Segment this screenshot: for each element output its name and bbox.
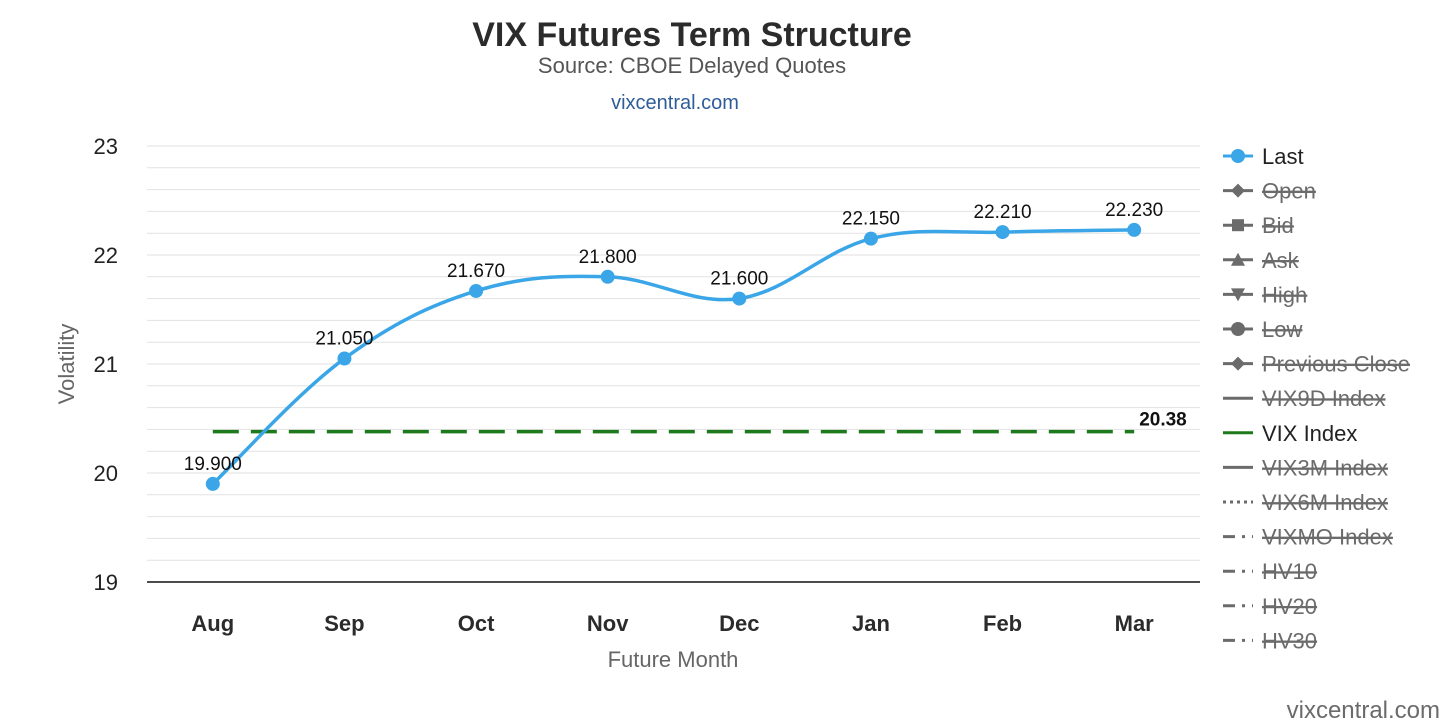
legend: Last Open Bid Ask High Low Previous Close VIX9D…: [1223, 144, 1410, 653]
x-tick-label: Nov: [587, 611, 629, 636]
last-data-label: 21.050: [315, 329, 373, 350]
vix-index-value-label: 20.38: [1139, 410, 1187, 431]
y-axis-ticks: 19 20 21 22 23: [94, 134, 118, 595]
legend-item-hv20[interactable]: HV20: [1223, 594, 1318, 619]
last-data-label: 21.670: [447, 261, 505, 282]
legend-item-vix9d-index[interactable]: VIX9D Index: [1223, 386, 1386, 411]
legend-item-previous-close[interactable]: Previous Close: [1223, 352, 1410, 377]
x-tick-label: Dec: [719, 611, 759, 636]
legend-item-hv30[interactable]: HV30: [1223, 628, 1318, 653]
legend-item-last[interactable]: Last: [1223, 144, 1304, 169]
legend-item-open[interactable]: Open: [1223, 179, 1316, 204]
legend-item-ask[interactable]: Ask: [1223, 248, 1300, 273]
y-tick-label: 22: [94, 243, 118, 268]
y-tick-label: 19: [94, 570, 118, 595]
legend-item-vixmo-index[interactable]: VIXMO Index: [1223, 525, 1393, 550]
vix-index-series: 20.38: [212, 410, 1187, 434]
legend-item-bid[interactable]: Bid: [1223, 213, 1294, 238]
legend-label: Last: [1262, 144, 1304, 169]
legend-circle-icon: [1231, 149, 1245, 163]
x-tick-label: Aug: [191, 611, 234, 636]
last-data-point[interactable]: [337, 351, 352, 366]
legend-square-icon: [1232, 219, 1244, 232]
x-tick-label: Feb: [983, 611, 1022, 636]
legend-circle-icon: [1231, 322, 1245, 336]
grid-lines: [147, 145, 1200, 561]
last-data-label: 22.210: [974, 202, 1032, 223]
credit-link[interactable]: vixcentral.com: [611, 92, 739, 114]
y-tick-label: 20: [94, 461, 118, 486]
legend-item-low[interactable]: Low: [1223, 317, 1302, 342]
last-data-point[interactable]: [600, 269, 615, 284]
x-axis-ticks: Aug Sep Oct Nov Dec Jan Feb Mar: [191, 611, 1154, 636]
y-axis-label: Volatility: [54, 324, 79, 405]
x-tick-label: Jan: [852, 611, 890, 636]
legend-triangle-icon: [1231, 252, 1245, 266]
last-data-label: 21.800: [579, 247, 637, 268]
last-data-point[interactable]: [469, 283, 484, 298]
chart-title: VIX Futures Term Structure: [472, 16, 912, 54]
legend-item-vix3m-index[interactable]: VIX3M Index: [1223, 455, 1388, 480]
y-tick-label: 21: [94, 352, 118, 377]
last-series: 19.900 21.050 21.670 21.800 21.600 22.150 22.2…: [184, 200, 1163, 491]
legend-label: VIX Index: [1262, 421, 1357, 446]
x-axis-label: Future Month: [608, 647, 739, 672]
last-data-point[interactable]: [205, 476, 220, 491]
x-tick-label: Sep: [324, 611, 364, 636]
last-data-label: 19.900: [184, 454, 242, 475]
legend-diamond-icon: [1231, 183, 1245, 198]
x-tick-label: Mar: [1115, 611, 1155, 636]
watermark: vixcentral.com: [1287, 697, 1440, 724]
chart-subtitle: Source: CBOE Delayed Quotes: [538, 53, 846, 78]
last-data-point[interactable]: [995, 225, 1010, 240]
last-data-point[interactable]: [863, 231, 878, 246]
last-data-label: 22.230: [1105, 200, 1163, 221]
legend-item-vix-index[interactable]: VIX Index: [1223, 421, 1357, 446]
legend-triangle-down-icon: [1231, 288, 1245, 302]
legend-item-hv10[interactable]: HV10: [1223, 559, 1318, 584]
legend-item-high[interactable]: High: [1223, 282, 1308, 307]
last-data-point[interactable]: [732, 291, 747, 306]
legend-diamond-icon: [1231, 356, 1245, 371]
legend-item-vix6m-index[interactable]: VIX6M Index: [1223, 490, 1388, 515]
last-data-label: 22.150: [842, 209, 900, 230]
y-tick-label: 23: [94, 134, 118, 159]
last-data-point[interactable]: [1127, 222, 1142, 237]
last-data-label: 21.600: [710, 269, 768, 290]
x-tick-label: Oct: [458, 611, 495, 636]
